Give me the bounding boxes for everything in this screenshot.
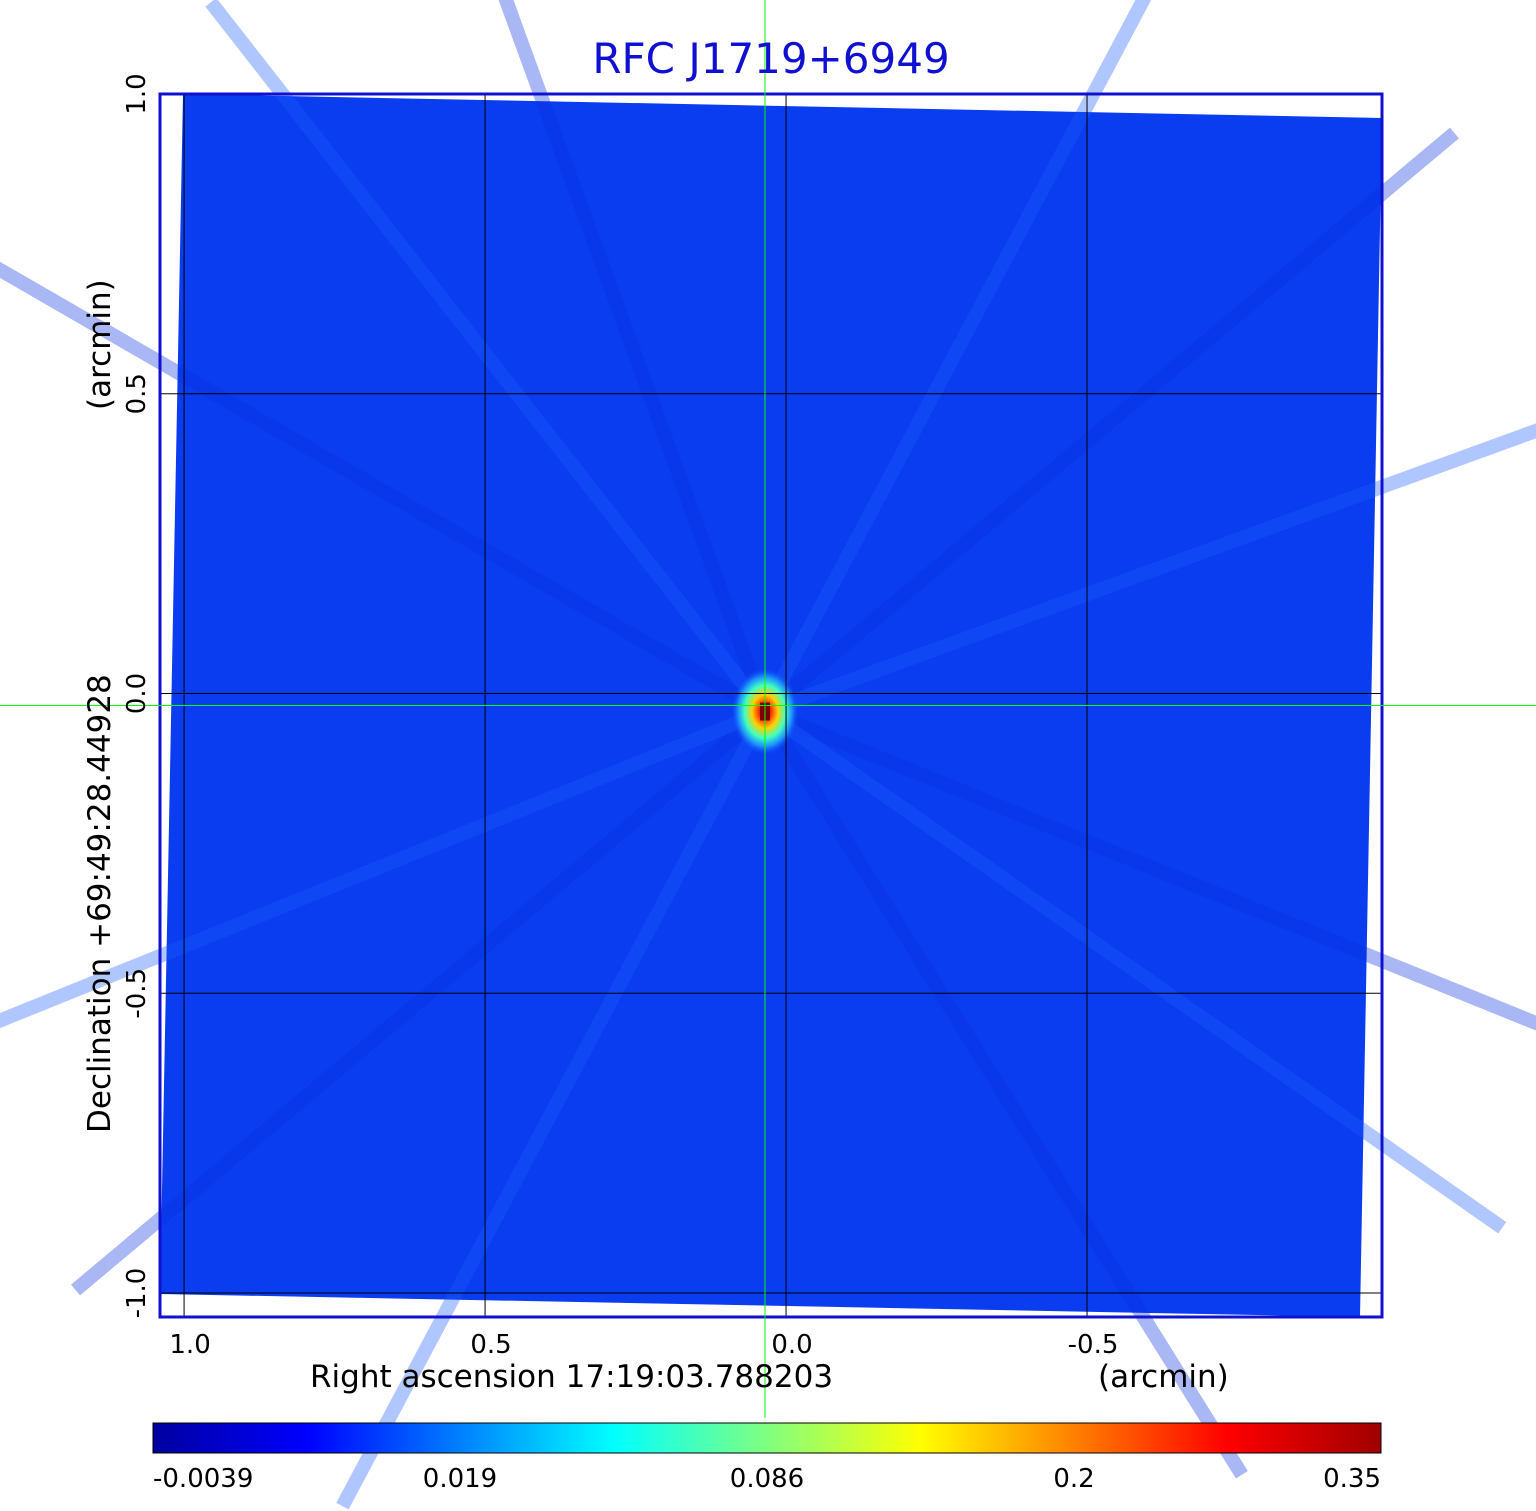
- y-tick-label: 1.0: [122, 73, 152, 114]
- crosshair: [0, 0, 1536, 1418]
- x-tick-label: -0.5: [1068, 1330, 1119, 1360]
- y-tick-label: -0.5: [122, 968, 152, 1019]
- colorbar-tick-label: -0.0039: [153, 1464, 253, 1494]
- colorbar-ticks: -0.0039 0.019 0.086 0.2 0.35: [153, 1464, 1381, 1494]
- y-axis-label: Declination +69:49:28.44928: [82, 674, 118, 1133]
- colorbar-tick-label: 0.35: [1323, 1464, 1381, 1494]
- y-tick-label: -1.0: [122, 1268, 152, 1319]
- sidelobe-streak: [762, 705, 1536, 1031]
- y-tick-label: 0.5: [122, 373, 152, 414]
- sidelobe-streak: [498, 0, 772, 714]
- y-axis-unit: (arcmin): [82, 279, 118, 410]
- sidelobe-streak: [71, 706, 770, 1296]
- sidelobe-streak: [759, 707, 1248, 1479]
- sidelobe-streak: [205, 0, 771, 716]
- colorbar: [152, 1422, 1382, 1454]
- colorbar-tick-label: 0.2: [1053, 1464, 1094, 1494]
- sidelobe-streak: [0, 261, 769, 718]
- y-tick-label: 0.0: [122, 673, 152, 714]
- colorbar-tick-label: 0.019: [423, 1464, 497, 1494]
- sidelobe-streak: [762, 423, 1536, 719]
- chart-title: RFC J1719+6949: [592, 34, 949, 83]
- x-tick-labels: 1.0 0.5 0.0 -0.5: [169, 1330, 1118, 1360]
- x-tick-label: 1.0: [169, 1330, 210, 1360]
- sidelobe-streak: [760, 127, 1459, 717]
- y-tick-labels: 1.0 0.5 0.0 -0.5 -1.0: [122, 73, 152, 1318]
- x-axis-label: Right ascension 17:19:03.788203: [310, 1359, 833, 1395]
- sidelobe-streak: [0, 705, 768, 1029]
- x-tick-label: 0.0: [771, 1330, 812, 1360]
- sidelobe-streak: [758, 0, 1152, 715]
- colorbar-tick-label: 0.086: [730, 1464, 804, 1494]
- x-tick-label: 0.5: [470, 1330, 511, 1360]
- sidelobe-streak: [336, 708, 772, 1510]
- sidelobe-streak: [760, 705, 1507, 1234]
- x-axis-unit: (arcmin): [1098, 1359, 1229, 1395]
